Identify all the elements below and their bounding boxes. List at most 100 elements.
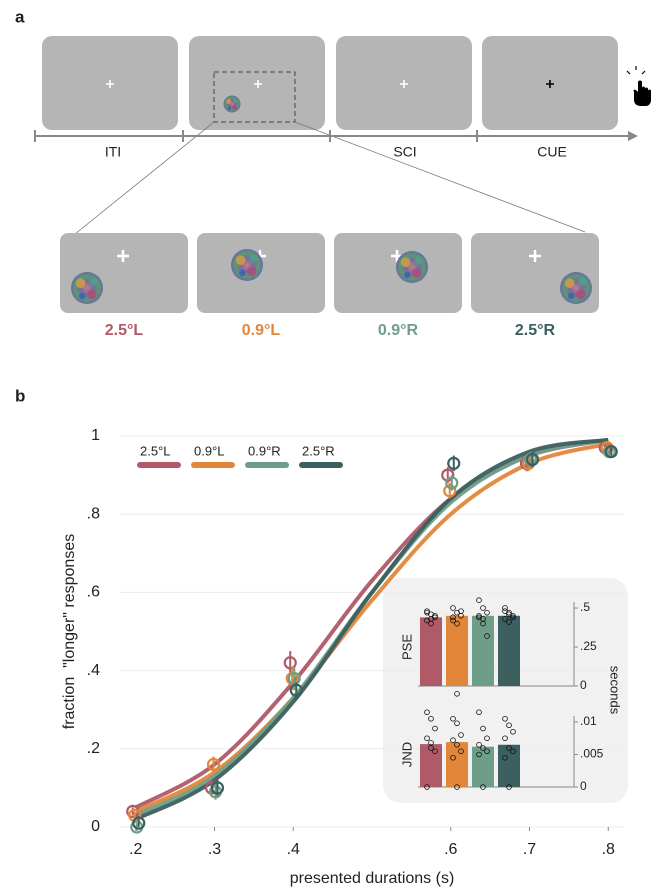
x-tick-label: .7 <box>523 841 536 858</box>
subject-point <box>458 608 464 614</box>
timeline-label: SCI <box>393 144 416 160</box>
x-tick-label: .2 <box>129 841 142 858</box>
y-tick-label: .8 <box>87 505 100 522</box>
stimulus <box>231 249 263 281</box>
subject-point <box>476 597 482 603</box>
timeline-arrow <box>628 131 638 141</box>
subject-point <box>506 619 512 625</box>
subject-point <box>506 611 512 618</box>
fixation <box>546 80 554 88</box>
stimulus <box>396 251 428 283</box>
stimulus <box>223 95 241 113</box>
x-axis-label: presented durations (s) <box>290 870 455 887</box>
subject-point <box>432 725 438 732</box>
subject-point <box>476 751 482 758</box>
subject-point <box>458 732 464 738</box>
subject-point <box>454 784 460 790</box>
inset-background <box>383 578 628 803</box>
subject-point <box>428 739 434 746</box>
y-tick-label: .01 <box>580 714 597 728</box>
subject-point <box>450 605 456 611</box>
subject-point <box>424 735 430 742</box>
subject-point <box>484 633 490 639</box>
subject-point <box>502 754 508 761</box>
timeline-ticks <box>34 130 478 142</box>
subject-point <box>476 709 482 716</box>
bar <box>472 615 494 686</box>
legend-label: 0.9°L <box>194 443 225 458</box>
subject-point <box>484 609 490 616</box>
subject-point <box>510 728 516 735</box>
fit-curve <box>134 437 609 821</box>
condition-label: 2.5°L <box>105 322 144 339</box>
y-tick-label: 0 <box>580 779 587 793</box>
bar <box>446 742 468 787</box>
subject-point <box>510 614 516 621</box>
bar <box>498 615 520 686</box>
subject-point <box>480 784 486 790</box>
data-point <box>525 452 540 467</box>
subject-point <box>502 735 508 742</box>
condition-screens <box>60 233 599 313</box>
panel-label: b <box>15 386 25 405</box>
subject-point <box>454 741 460 748</box>
x-tick-label: .4 <box>287 841 300 858</box>
subject-point <box>424 784 430 790</box>
y-tick-label: .005 <box>580 747 604 761</box>
condition-label: 0.9°L <box>242 322 281 339</box>
subject-point <box>502 715 508 722</box>
stimulus <box>560 272 592 304</box>
subject-point <box>450 715 456 722</box>
x-tick-label: .3 <box>208 841 221 858</box>
zoom-lines <box>74 121 586 235</box>
subject-point <box>480 745 486 751</box>
legend-label: 0.9°R <box>248 443 281 458</box>
x-tick-label: .8 <box>602 841 615 858</box>
y-tick-label: 1 <box>91 427 100 444</box>
stimulus <box>71 272 103 304</box>
y-tick-label: 0 <box>91 818 100 835</box>
data-point <box>289 683 303 697</box>
subject-point <box>502 608 508 614</box>
timeline-label: ITI <box>105 144 121 160</box>
subject-point <box>480 725 486 732</box>
bar <box>420 744 442 787</box>
subject-point <box>502 616 508 622</box>
y-tick-label: .25 <box>580 639 597 653</box>
subject-point <box>510 748 516 755</box>
subject-point <box>502 605 508 611</box>
legend-label: 2.5°R <box>302 443 335 458</box>
x-tick-label: .6 <box>444 841 457 858</box>
subject-point <box>484 748 490 755</box>
subject-point <box>506 722 512 729</box>
subject-point <box>424 609 430 616</box>
subject-point <box>480 605 486 611</box>
y-tick-label: 0 <box>580 678 587 692</box>
subject-point <box>484 735 490 742</box>
subject-point <box>458 748 464 755</box>
data-point <box>132 816 146 830</box>
subject-point <box>450 614 456 621</box>
y-axis-label: fraction "longer" responses <box>61 534 78 729</box>
subject-point <box>428 715 434 722</box>
zoom-box <box>213 71 296 123</box>
subject-point <box>476 612 482 619</box>
subject-point <box>450 754 456 761</box>
data-point <box>443 484 457 498</box>
screen <box>189 36 325 130</box>
data-point <box>210 781 225 795</box>
hand-icon <box>626 66 651 106</box>
subject-point <box>506 745 512 751</box>
bar <box>420 617 442 686</box>
condition-label: 0.9°R <box>378 322 419 339</box>
panel-label: a <box>15 7 25 26</box>
timeline-label: CUE <box>537 144 567 160</box>
y-tick-label: .4 <box>87 662 100 679</box>
bar <box>446 615 468 686</box>
screens <box>42 36 618 235</box>
data-point <box>283 656 297 670</box>
bar <box>472 746 494 787</box>
data-point <box>447 456 461 470</box>
subject-point <box>424 709 430 716</box>
